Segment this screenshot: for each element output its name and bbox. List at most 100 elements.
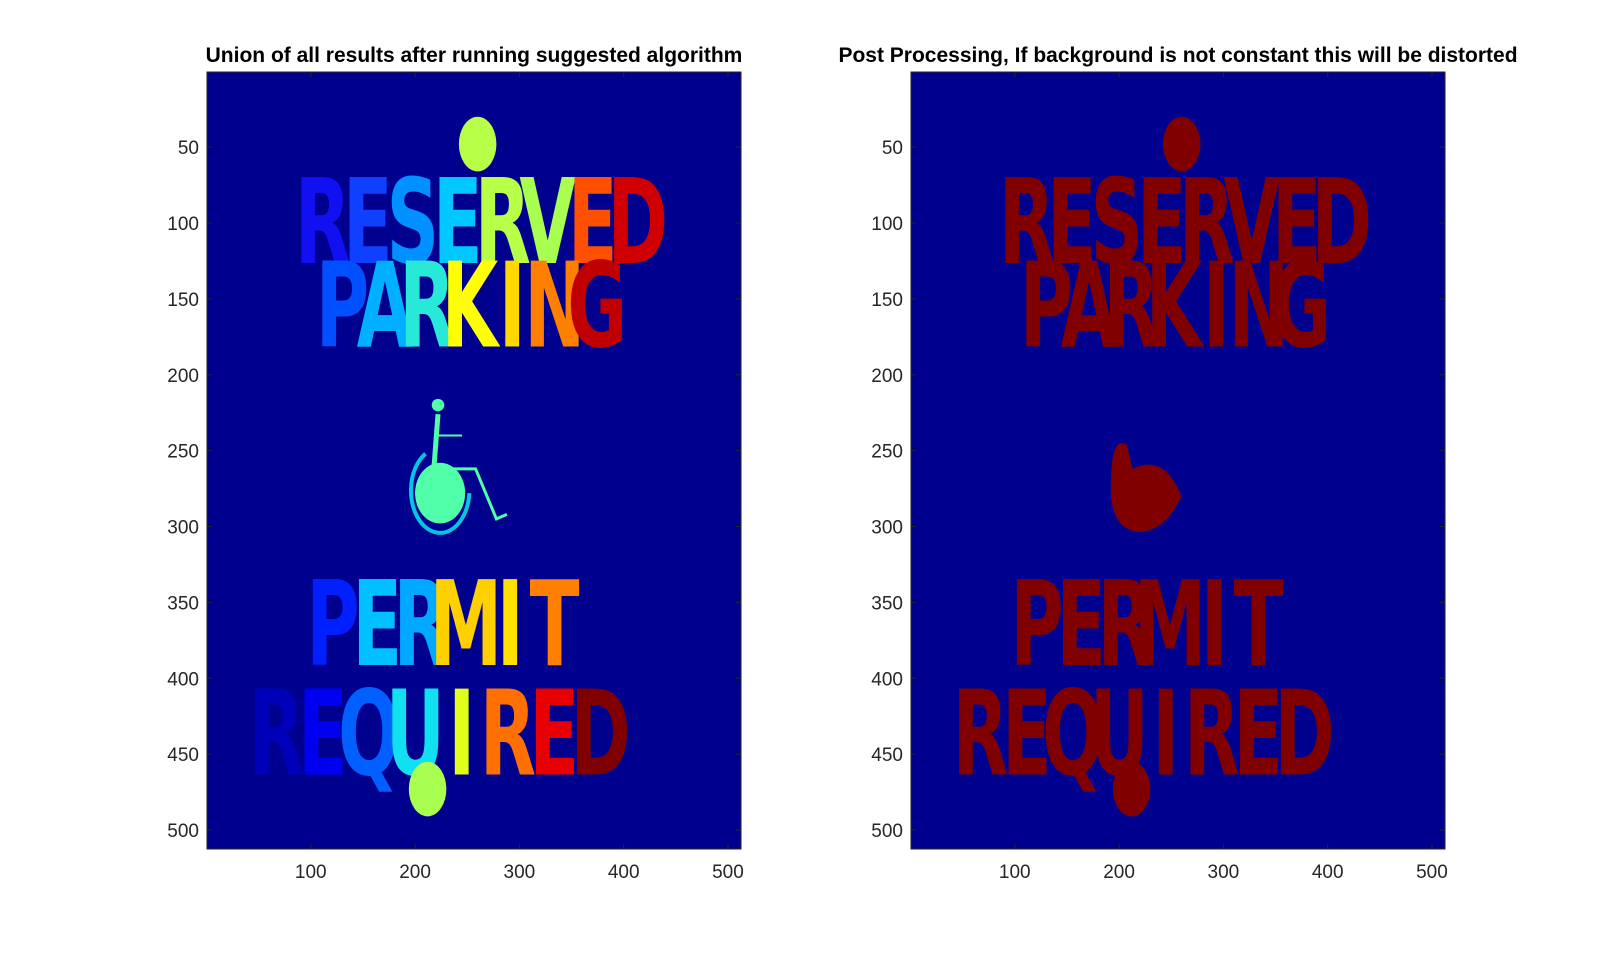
sign-letter-e: E — [298, 666, 348, 803]
sign-letter-e: E — [433, 155, 483, 292]
x-tick-label: 200 — [1103, 862, 1135, 883]
x-tick-label: 100 — [295, 862, 327, 883]
y-tick-label: 50 — [178, 138, 199, 159]
sign-letter-i: I — [1201, 557, 1228, 694]
sign-letter-q: Q — [338, 666, 400, 803]
x-tick-label: 500 — [712, 862, 744, 883]
image-background — [911, 72, 1445, 849]
sign-letter-d: D — [1274, 666, 1335, 803]
axes-box — [910, 71, 1446, 850]
sign-letter-m: M — [430, 557, 503, 694]
sign-letter-p: P — [1010, 557, 1064, 694]
sign-letter-r: R — [480, 666, 536, 803]
y-tick-label: 150 — [871, 290, 903, 311]
sign-letter-r: R — [393, 557, 449, 694]
sign-letter-e: E — [529, 666, 579, 803]
sign-letter-k: K — [1145, 238, 1205, 375]
sign-letter-p: P — [306, 557, 360, 694]
sign-letter-e: E — [1002, 666, 1052, 803]
sign-letter-r: R — [999, 155, 1055, 292]
x-tick-label: 300 — [504, 862, 536, 883]
x-tick-label: 300 — [1208, 862, 1240, 883]
sign-letter-r: R — [295, 155, 351, 292]
wheelchair-body — [431, 414, 441, 470]
chart-title: Union of all results after running sugge… — [206, 44, 743, 67]
y-tick-label: 200 — [167, 366, 199, 387]
sign-letter-e: E — [1047, 155, 1097, 292]
sign-letter-d: D — [570, 666, 631, 803]
y-tick-label: 500 — [167, 821, 199, 842]
sign-letter-n: N — [524, 238, 585, 375]
sign-letter-r: R — [1179, 155, 1235, 292]
y-tick-label: 500 — [871, 821, 903, 842]
y-tick-label: 400 — [871, 669, 903, 690]
screw-hole-blob — [1162, 116, 1201, 172]
sign-letter-e: E — [1056, 557, 1106, 694]
x-tick-label: 400 — [608, 862, 640, 883]
left-axes: Union of all results after running sugge… — [167, 44, 744, 883]
sign-letter-i: I — [1152, 666, 1179, 803]
wheelchair-wheel-fill — [415, 462, 466, 524]
sign-letter-s: S — [1090, 155, 1143, 292]
sign-letter-i: I — [497, 557, 524, 694]
sign-letter-e: E — [1137, 155, 1187, 292]
y-tick-label: 350 — [871, 593, 903, 614]
x-tick-label: 500 — [1416, 862, 1448, 883]
sign-letter-r: R — [1184, 666, 1240, 803]
sign-letter-g: G — [1271, 238, 1331, 375]
sign-letter-e: E — [352, 557, 402, 694]
y-tick-label: 250 — [167, 442, 199, 463]
sign-letter-v: V — [1223, 155, 1280, 292]
sign-letter-v: V — [519, 155, 576, 292]
wheelchair-head — [431, 398, 445, 412]
y-tick-label: 450 — [167, 745, 199, 766]
axes-box — [206, 71, 742, 850]
chart-title: Post Processing, If background is not co… — [838, 44, 1517, 67]
sign-letter-i: I — [499, 238, 526, 375]
y-tick-label: 400 — [167, 669, 199, 690]
y-tick-label: 150 — [167, 290, 199, 311]
y-tick-label: 100 — [167, 214, 199, 235]
y-tick-label: 300 — [871, 518, 903, 539]
wheelchair-remnant-blob — [1110, 443, 1182, 532]
sign-letter-r: R — [399, 238, 455, 375]
sign-letter-a: A — [1061, 238, 1118, 375]
sign-letter-d: D — [1311, 155, 1372, 292]
wheelchair-wheel-rim — [408, 452, 472, 535]
sign-letter-e: E — [568, 155, 618, 292]
sign-letter-p: P — [1020, 238, 1074, 375]
screw-hole-blob — [1112, 761, 1151, 817]
x-tick-label: 100 — [999, 862, 1031, 883]
sign-letter-e: E — [343, 155, 393, 292]
sign-letter-t: T — [530, 557, 580, 694]
sign-letter-t: T — [1234, 557, 1284, 694]
sign-letter-g: G — [567, 238, 627, 375]
y-tick-label: 100 — [871, 214, 903, 235]
sign-letter-d: D — [607, 155, 668, 292]
sign-letter-n: N — [1228, 238, 1289, 375]
sign-letter-q: Q — [1042, 666, 1104, 803]
x-tick-label: 200 — [399, 862, 431, 883]
sign-letter-i: I — [1203, 238, 1230, 375]
sign-letter-r: R — [952, 666, 1008, 803]
sign-letter-r: R — [1103, 238, 1159, 375]
sign-letter-e: E — [1233, 666, 1283, 803]
sign-letter-m: M — [1134, 557, 1207, 694]
x-tick-label: 400 — [1312, 862, 1344, 883]
image-background — [207, 72, 741, 849]
sign-letter-i: I — [448, 666, 475, 803]
y-tick-label: 450 — [871, 745, 903, 766]
sign-letter-r: R — [1097, 557, 1153, 694]
y-tick-label: 250 — [871, 442, 903, 463]
y-tick-label: 300 — [167, 518, 199, 539]
sign-letter-s: S — [386, 155, 439, 292]
sign-letter-r: R — [475, 155, 531, 292]
sign-letter-r: R — [248, 666, 304, 803]
y-tick-label: 200 — [871, 366, 903, 387]
y-tick-label: 50 — [882, 138, 903, 159]
sign-letter-p: P — [316, 238, 370, 375]
y-tick-label: 350 — [167, 593, 199, 614]
